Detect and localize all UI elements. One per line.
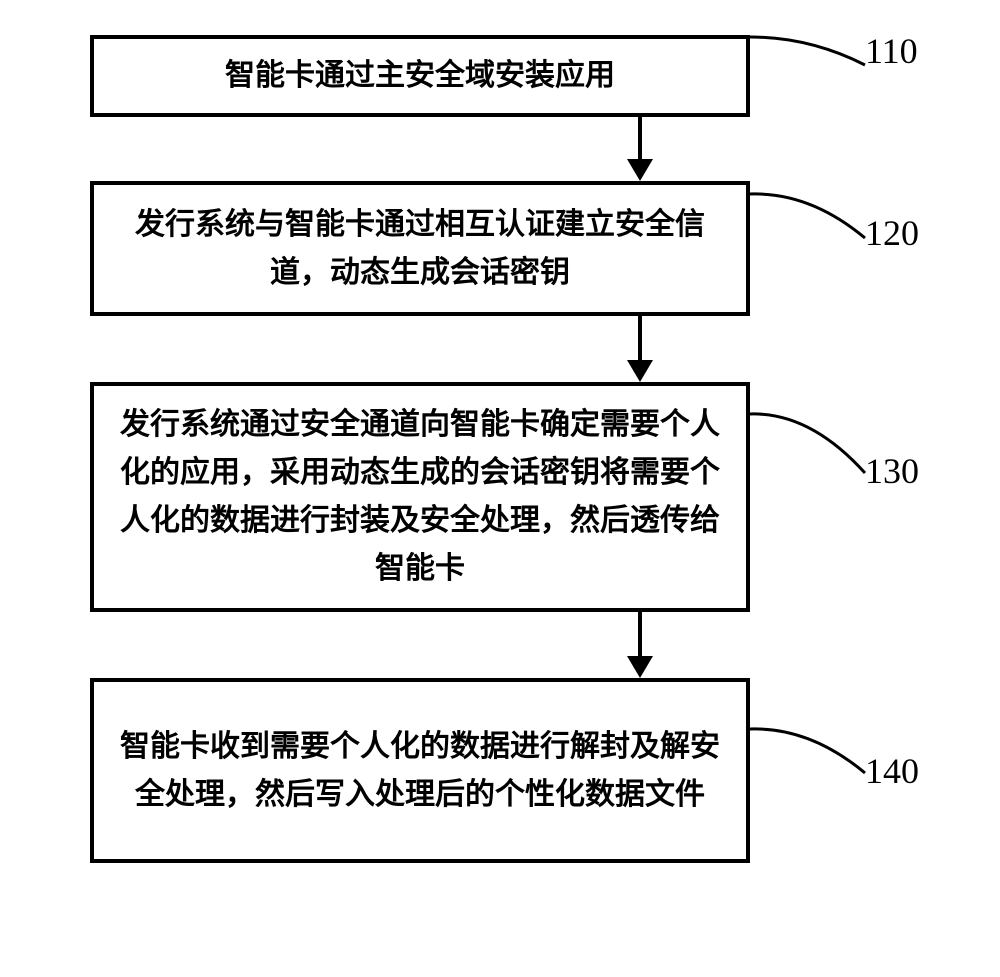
arrow-3 [370, 612, 910, 678]
step-1-text: 智能卡通过主安全域安装应用 [225, 52, 615, 100]
step-1-label: 110 [865, 30, 918, 72]
flowchart-step-2: 发行系统与智能卡通过相互认证建立安全信道，动态生成会话密钥 [90, 181, 750, 316]
step-3-label: 130 [865, 450, 919, 492]
flowchart-step-3: 发行系统通过安全通道向智能卡确定需要个人化的应用，采用动态生成的会话密钥将需要个… [90, 382, 750, 612]
step-2-label: 120 [865, 212, 919, 254]
connector-2 [750, 190, 870, 245]
flowchart-step-4: 智能卡收到需要个人化的数据进行解封及解安全处理，然后写入处理后的个性化数据文件 [90, 678, 750, 863]
connector-4 [750, 725, 870, 780]
step-4-text: 智能卡收到需要个人化的数据进行解封及解安全处理，然后写入处理后的个性化数据文件 [114, 723, 726, 819]
flowchart-step-1: 智能卡通过主安全域安装应用 [90, 35, 750, 117]
arrow-2 [370, 316, 910, 382]
connector-3 [750, 410, 870, 480]
step-4-label: 140 [865, 750, 919, 792]
step-2-text: 发行系统与智能卡通过相互认证建立安全信道，动态生成会话密钥 [114, 201, 726, 297]
step-3-text: 发行系统通过安全通道向智能卡确定需要个人化的应用，采用动态生成的会话密钥将需要个… [114, 401, 726, 593]
arrow-1 [370, 117, 910, 181]
connector-1 [750, 35, 870, 85]
